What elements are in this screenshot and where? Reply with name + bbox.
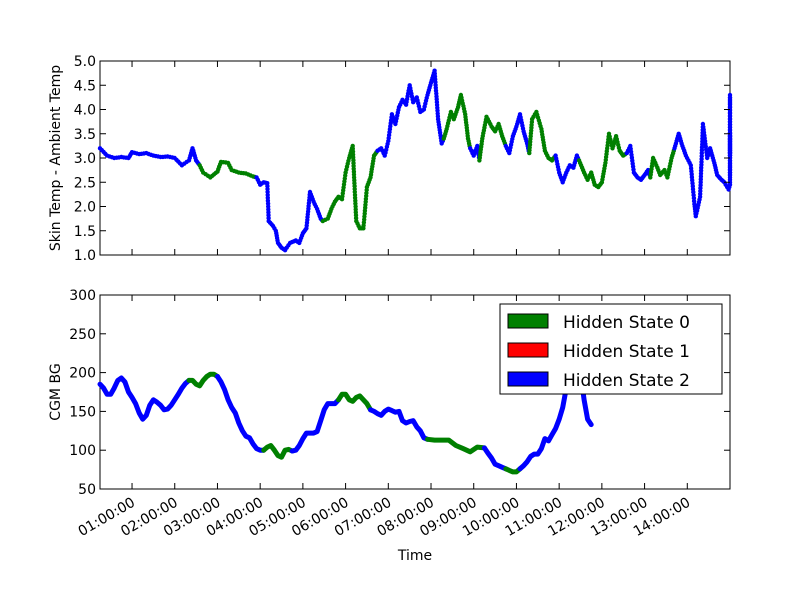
series-line-state-2 [289,397,341,454]
y-tick-label: 50 [78,482,96,498]
legend-label-state-1: Hidden State 1 [563,342,690,362]
top-axes-frame [99,60,731,256]
series-segment-state-0 [648,148,676,180]
series-segment-state-0 [576,131,628,190]
series-line-state-0 [503,466,523,475]
y-tick-label: 1.5 [74,224,96,240]
series-line-state-0 [261,443,295,460]
series-segment-state-0 [197,159,257,180]
series-segment-state-0 [441,92,472,149]
series-segment-state-0 [527,109,557,163]
bottom-x-axis-label: Time [397,548,432,564]
y-tick-label: 1.0 [74,248,96,264]
legend-swatch-state-1 [507,342,549,358]
top-y-axis-label: Skin Temp - Ambient Temp [48,65,64,251]
series-segment-state-2 [672,92,733,219]
y-tick-label: 150 [69,404,96,420]
top-panel: 1.0 1.5 2.0 2.5 3.0 3.5 4.0 4.5 5.0 Skin Temp - … [48,54,733,264]
top-x-ticks [131,61,688,255]
data-point [727,172,733,178]
y-tick-label: 200 [69,366,96,382]
y-tick-label: 250 [69,327,96,343]
series-line-state-2 [97,375,192,422]
y-tick-label: 2.0 [74,200,96,216]
legend: Hidden State 0 Hidden State 1 Hidden Sta… [499,303,723,395]
y-tick-label: 100 [69,443,96,459]
series-line-state-0 [336,391,373,413]
series-line-state-2 [215,374,267,453]
series-segment-state-0 [477,114,508,163]
y-tick-label: 4.0 [74,103,96,119]
series-segment-state-2 [553,153,581,185]
bottom-y-axis-label: CGM BG [48,363,64,420]
series-line-state-2 [481,445,509,472]
bottom-series-group [97,362,594,475]
y-tick-label: 3.0 [74,151,96,167]
y-tick-label: 5.0 [74,54,96,70]
legend-label-state-0: Hidden State 0 [563,313,690,333]
y-tick-label: 3.5 [74,127,96,143]
legend-label-state-2: Hidden State 2 [563,371,690,391]
series-line-state-2 [368,406,430,442]
legend-swatch-state-0 [507,313,549,329]
y-tick-label: 4.5 [74,78,96,94]
y-tick-label: 300 [69,288,96,304]
series-segment-state-2 [375,68,445,158]
y-tick-label: 2.5 [74,175,96,191]
legend-swatch-state-2 [507,371,549,387]
top-y-ticks: 1.0 1.5 2.0 2.5 3.0 3.5 4.0 4.5 5.0 [74,54,730,264]
series-line-state-0 [425,436,487,455]
series-segment-state-2 [254,175,324,253]
bottom-y-ticks: 50 100 150 200 250 300 [69,288,730,498]
top-series-group [97,68,733,253]
series-line-state-0 [186,371,220,389]
series-segment-state-2 [97,146,201,168]
series-segment-state-0 [320,143,379,231]
